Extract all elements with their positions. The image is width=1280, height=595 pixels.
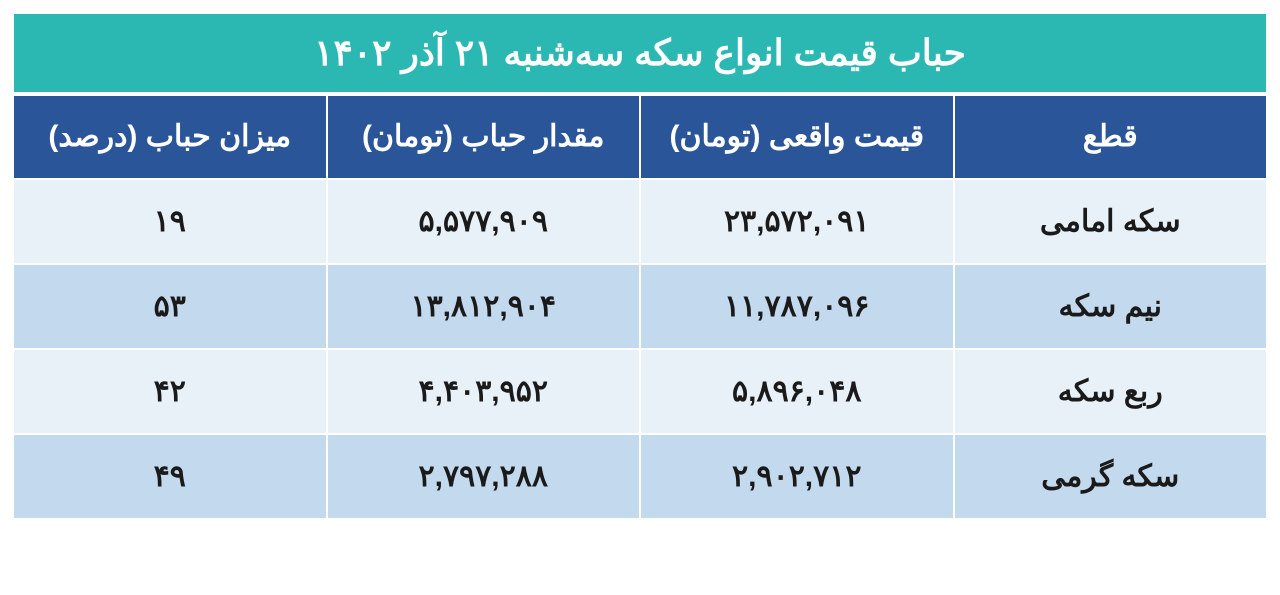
price-table-container: حباب قیمت انواع سکه سه‌شنبه ۲۱ آذر ۱۴۰۲ … (12, 12, 1268, 583)
coin-price-table: قطع قیمت واقعی (تومان) مقدار حباب (تومان… (12, 94, 1268, 520)
cell-bubble-percent: ۴۹ (13, 434, 327, 519)
table-row: ربع سکه ۵,۸۹۶,۰۴۸ ۴,۴۰۳,۹۵۲ ۴۲ (13, 349, 1267, 434)
table-row: سکه امامی ۲۳,۵۷۲,۰۹۱ ۵,۵۷۷,۹۰۹ ۱۹ (13, 179, 1267, 264)
table-title: حباب قیمت انواع سکه سه‌شنبه ۲۱ آذر ۱۴۰۲ (12, 12, 1268, 94)
col-header-real-price: قیمت واقعی (تومان) (640, 95, 954, 179)
cell-name: سکه گرمی (954, 434, 1268, 519)
table-header-row: قطع قیمت واقعی (تومان) مقدار حباب (تومان… (13, 95, 1267, 179)
cell-real-price: ۲,۹۰۲,۷۱۲ (640, 434, 954, 519)
cell-bubble-amount: ۴,۴۰۳,۹۵۲ (327, 349, 641, 434)
cell-bubble-percent: ۱۹ (13, 179, 327, 264)
cell-bubble-percent: ۴۲ (13, 349, 327, 434)
cell-real-price: ۱۱,۷۸۷,۰۹۶ (640, 264, 954, 349)
table-row: نیم سکه ۱۱,۷۸۷,۰۹۶ ۱۳,۸۱۲,۹۰۴ ۵۳ (13, 264, 1267, 349)
cell-name: ربع سکه (954, 349, 1268, 434)
cell-name: نیم سکه (954, 264, 1268, 349)
cell-real-price: ۲۳,۵۷۲,۰۹۱ (640, 179, 954, 264)
cell-name: سکه امامی (954, 179, 1268, 264)
cell-bubble-amount: ۲,۷۹۷,۲۸۸ (327, 434, 641, 519)
cell-bubble-amount: ۱۳,۸۱۲,۹۰۴ (327, 264, 641, 349)
col-header-bubble-percent: میزان حباب (درصد) (13, 95, 327, 179)
col-header-bubble-amount: مقدار حباب (تومان) (327, 95, 641, 179)
cell-bubble-amount: ۵,۵۷۷,۹۰۹ (327, 179, 641, 264)
cell-bubble-percent: ۵۳ (13, 264, 327, 349)
col-header-name: قطع (954, 95, 1268, 179)
cell-real-price: ۵,۸۹۶,۰۴۸ (640, 349, 954, 434)
table-row: سکه گرمی ۲,۹۰۲,۷۱۲ ۲,۷۹۷,۲۸۸ ۴۹ (13, 434, 1267, 519)
